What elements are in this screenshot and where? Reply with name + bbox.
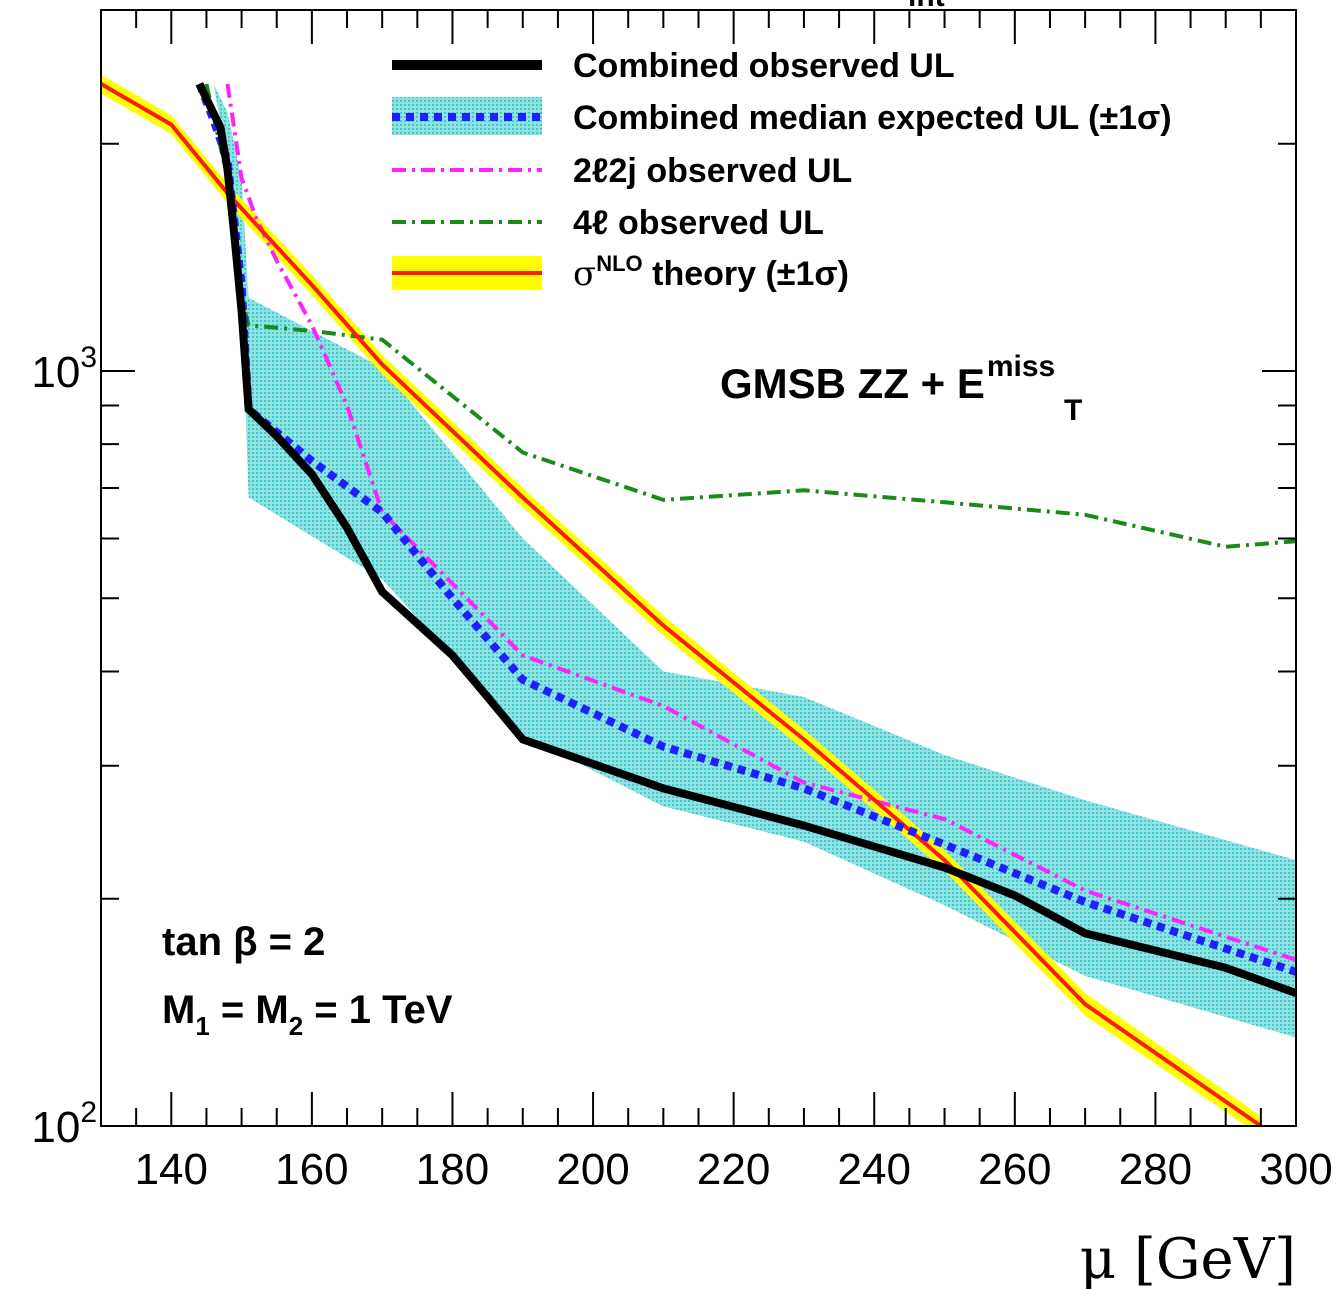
legend-label-observed: Combined observed UL: [573, 47, 955, 85]
masses-rest: = 1 TeV: [303, 988, 453, 1032]
legend-theory-sup: NLO: [596, 251, 642, 276]
legend-entry-theory: σNLO theory (±1σ): [392, 251, 849, 294]
x-tick-label: 280: [1119, 1145, 1192, 1194]
x-tick-label: 140: [135, 1145, 208, 1194]
x-tick-label: 160: [275, 1145, 348, 1194]
legend-label-expected: Combined median expected UL (±1σ): [573, 99, 1172, 137]
legend-entry-expected: Combined median expected UL (±1σ): [392, 97, 1172, 137]
x-axis-label: μ [GeV]: [1080, 1227, 1296, 1289]
series-line-theory: [101, 82, 1263, 1126]
process-sub: T: [1064, 394, 1082, 427]
x-tick-label: 260: [978, 1145, 1051, 1194]
legend-entry-4l: 4ℓ observed UL: [392, 204, 824, 242]
series-line-fourl: [204, 83, 1296, 549]
masses-sub2: 2: [289, 1011, 303, 1041]
x-tick-label: 220: [697, 1145, 770, 1194]
x-tick-label: 200: [556, 1145, 629, 1194]
legend: Combined observed UL Combined median exp…: [392, 47, 1172, 294]
title-fragment: int: [908, 0, 945, 13]
expected-band: [213, 83, 1296, 1038]
legend-entry-observed: Combined observed UL: [392, 47, 955, 85]
legend-label-4l: 4ℓ observed UL: [573, 204, 824, 242]
y-tick-label: 102: [31, 1096, 97, 1152]
x-tick-label: 240: [838, 1145, 911, 1194]
y-tick-label: 103: [31, 341, 97, 397]
series-line-twol: [225, 83, 1296, 962]
legend-theory-rest: theory (±1σ): [643, 255, 849, 293]
masses-sub1: 1: [195, 1011, 209, 1041]
process-main: GMSB ZZ + E: [720, 360, 985, 407]
process-sup: miss: [987, 350, 1055, 383]
legend-label-theory: σNLO theory (±1σ): [573, 251, 849, 294]
x-tick-label: 180: [416, 1145, 489, 1194]
tanbeta-label: tan β = 2: [162, 920, 325, 964]
series-line-obs: [195, 82, 1296, 997]
process-label: GMSB ZZ + Emiss T: [720, 350, 1082, 427]
legend-label-2l2j: 2ℓ2j observed UL: [573, 152, 852, 190]
masses-eq: = M: [210, 988, 289, 1032]
x-tick-label: 300: [1259, 1145, 1332, 1194]
masses-m1: M: [162, 988, 195, 1032]
legend-entry-2l2j: 2ℓ2j observed UL: [392, 152, 852, 190]
legend-theory-sigma: σ: [573, 254, 596, 294]
masses-label: M1 = M2 = 1 TeV: [162, 988, 453, 1041]
plot-area: [101, 74, 1296, 1126]
